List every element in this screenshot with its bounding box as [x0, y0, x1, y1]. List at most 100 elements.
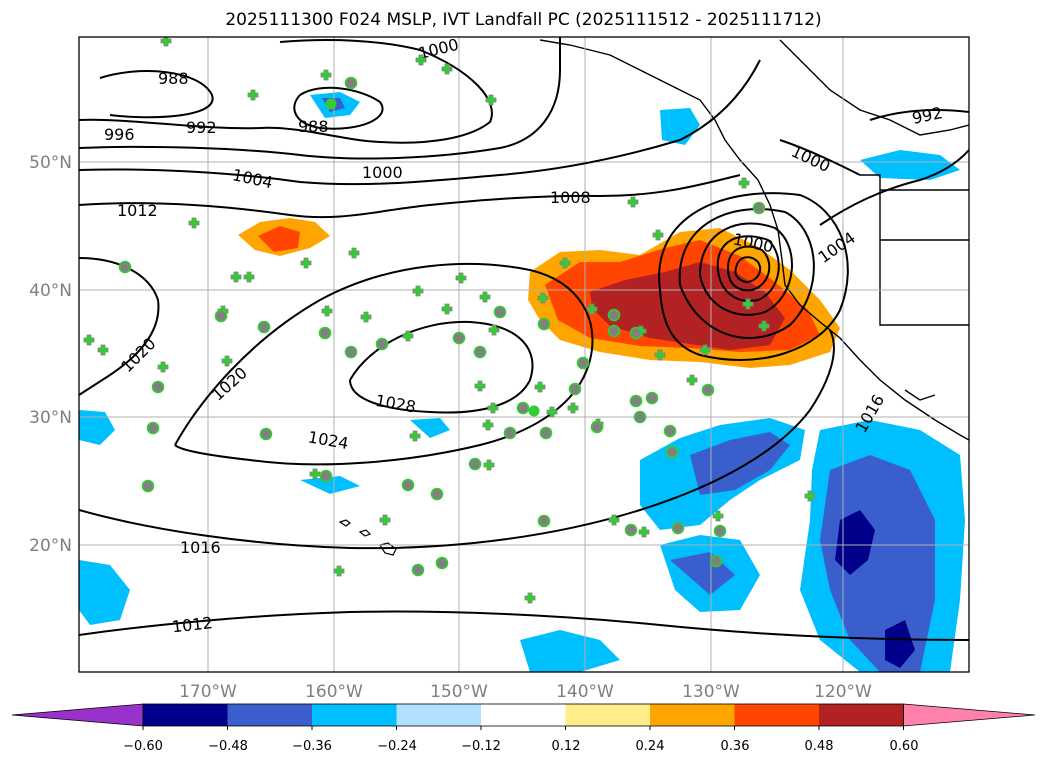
colorbar-bin: [227, 704, 313, 726]
station-marker-circle: [468, 457, 482, 471]
isobar-label: 988: [158, 69, 189, 88]
station-marker-plus: [758, 320, 770, 332]
colorbar-bin: [565, 704, 651, 726]
colorbar-tick-label: 0.60: [890, 739, 919, 754]
colorbar-tick-label: 0.24: [636, 739, 665, 754]
station-marker-circle: [259, 427, 273, 441]
station-marker-circle: [539, 426, 553, 440]
colorbar-labels: −0.60 −0.48 −0.36 −0.24 −0.12 0.12 0.24 …: [123, 739, 918, 754]
station-marker-plus: [586, 303, 598, 315]
station-marker-circle: [607, 308, 621, 322]
station-marker-plus: [488, 324, 500, 336]
isobars: [79, 37, 969, 641]
station-marker-plus: [738, 177, 750, 189]
station-marker-circle: [629, 394, 643, 408]
lon-tick-label: 140°W: [556, 682, 614, 702]
station-marker-circle: [493, 305, 507, 319]
station-marker-circle: [671, 521, 685, 535]
station-marker-plus: [409, 430, 421, 442]
isobar-label: 1016: [180, 538, 221, 557]
colorbar-bin: [819, 704, 904, 726]
isobar-label: 1000: [788, 142, 833, 176]
lon-tick-label: 170°W: [179, 682, 237, 702]
colorbar-extend-min: [11, 703, 144, 727]
colorbar-frame: [142, 703, 904, 727]
station-marker-circle: [629, 326, 643, 340]
station-marker-circle: [568, 382, 582, 396]
isobar-label: 1000: [362, 163, 403, 182]
lon-tick-label: 130°W: [682, 682, 740, 702]
colorbar-bin: [734, 704, 820, 726]
station-marker-plus: [160, 37, 172, 47]
station-marker-plus: [97, 344, 109, 356]
station-marker-circle: [607, 324, 621, 338]
station-marker-plus: [247, 89, 259, 101]
station-marker-plus: [482, 419, 494, 431]
station-marker-plus: [546, 406, 558, 418]
colorbar-bin: [143, 704, 228, 726]
station-marker-dot: [325, 98, 337, 110]
station-marker-plus: [402, 330, 414, 342]
station-marker-plus: [360, 311, 372, 323]
station-marker-plus: [441, 63, 453, 75]
station-marker-plus: [712, 510, 724, 522]
station-marker-plus: [686, 374, 698, 386]
station-marker-plus: [638, 526, 650, 538]
station-marker-plus: [320, 69, 332, 81]
lon-tick-label: 160°W: [305, 682, 363, 702]
station-marker-plus: [309, 468, 321, 480]
colorbar-bin: [396, 704, 482, 726]
station-marker-plus: [652, 229, 664, 241]
station-marker-circle: [375, 337, 389, 351]
lon-tick-label: 150°W: [430, 682, 488, 702]
station-marker-circle: [537, 317, 551, 331]
station-marker-circle: [118, 260, 132, 274]
station-marker-circle: [624, 523, 638, 537]
colorbar-bin: [650, 704, 735, 726]
colorbar-tick-label: −0.12: [461, 739, 501, 754]
hawaiian-islands: [338, 519, 397, 556]
isobar-label: 996: [104, 125, 135, 144]
station-marker-circle: [411, 563, 425, 577]
colorbar-tick-label: 0.12: [552, 739, 581, 754]
isobar-label: 1008: [550, 188, 591, 207]
station-marker-plus: [300, 257, 312, 269]
colorbar-bin: [481, 704, 566, 726]
station-marker-plus: [699, 344, 711, 356]
station-marker-circle: [645, 391, 659, 405]
chart-title: 2025111300 F024 MSLP, IVT Landfall PC (2…: [225, 10, 822, 30]
station-marker-plus: [627, 196, 639, 208]
isobar-label: 1004: [815, 228, 859, 267]
station-marker-circle: [319, 469, 333, 483]
station-marker-circle: [713, 524, 727, 538]
station-marker-plus: [608, 514, 620, 526]
graticule: [79, 37, 969, 672]
station-marker-circle: [430, 487, 444, 501]
isobar-label: 1020: [117, 334, 159, 376]
station-marker-circle: [146, 421, 160, 435]
station-marker-plus: [348, 247, 360, 259]
station-marker-plus: [485, 94, 497, 106]
station-marker-circle: [141, 479, 155, 493]
colorbar-extend-max: [903, 703, 1036, 727]
lat-tick-label: 30°N: [29, 408, 72, 428]
station-marker-circle: [401, 478, 415, 492]
station-marker-plus: [487, 402, 499, 414]
station-marker-circle: [151, 380, 165, 394]
colorbar-tick-label: 0.48: [805, 739, 834, 754]
station-marker-circle: [344, 345, 358, 359]
station-marker-plus: [455, 272, 467, 284]
station-marker-plus: [537, 292, 549, 304]
longitude-labels: 170°W 160°W 150°W 140°W 130°W 120°W: [179, 682, 872, 702]
isobar-label: 1004: [231, 165, 275, 192]
station-marker-circle: [590, 420, 604, 434]
station-marker-circle: [516, 401, 530, 415]
isobar-label: 992: [910, 103, 944, 128]
lon-tick-label: 120°W: [814, 682, 872, 702]
station-marker-plus: [243, 271, 255, 283]
station-marker-plus: [742, 298, 754, 310]
colorbar-bin: [312, 704, 397, 726]
station-marker-plus: [221, 355, 233, 367]
station-marker-circle: [452, 331, 466, 345]
